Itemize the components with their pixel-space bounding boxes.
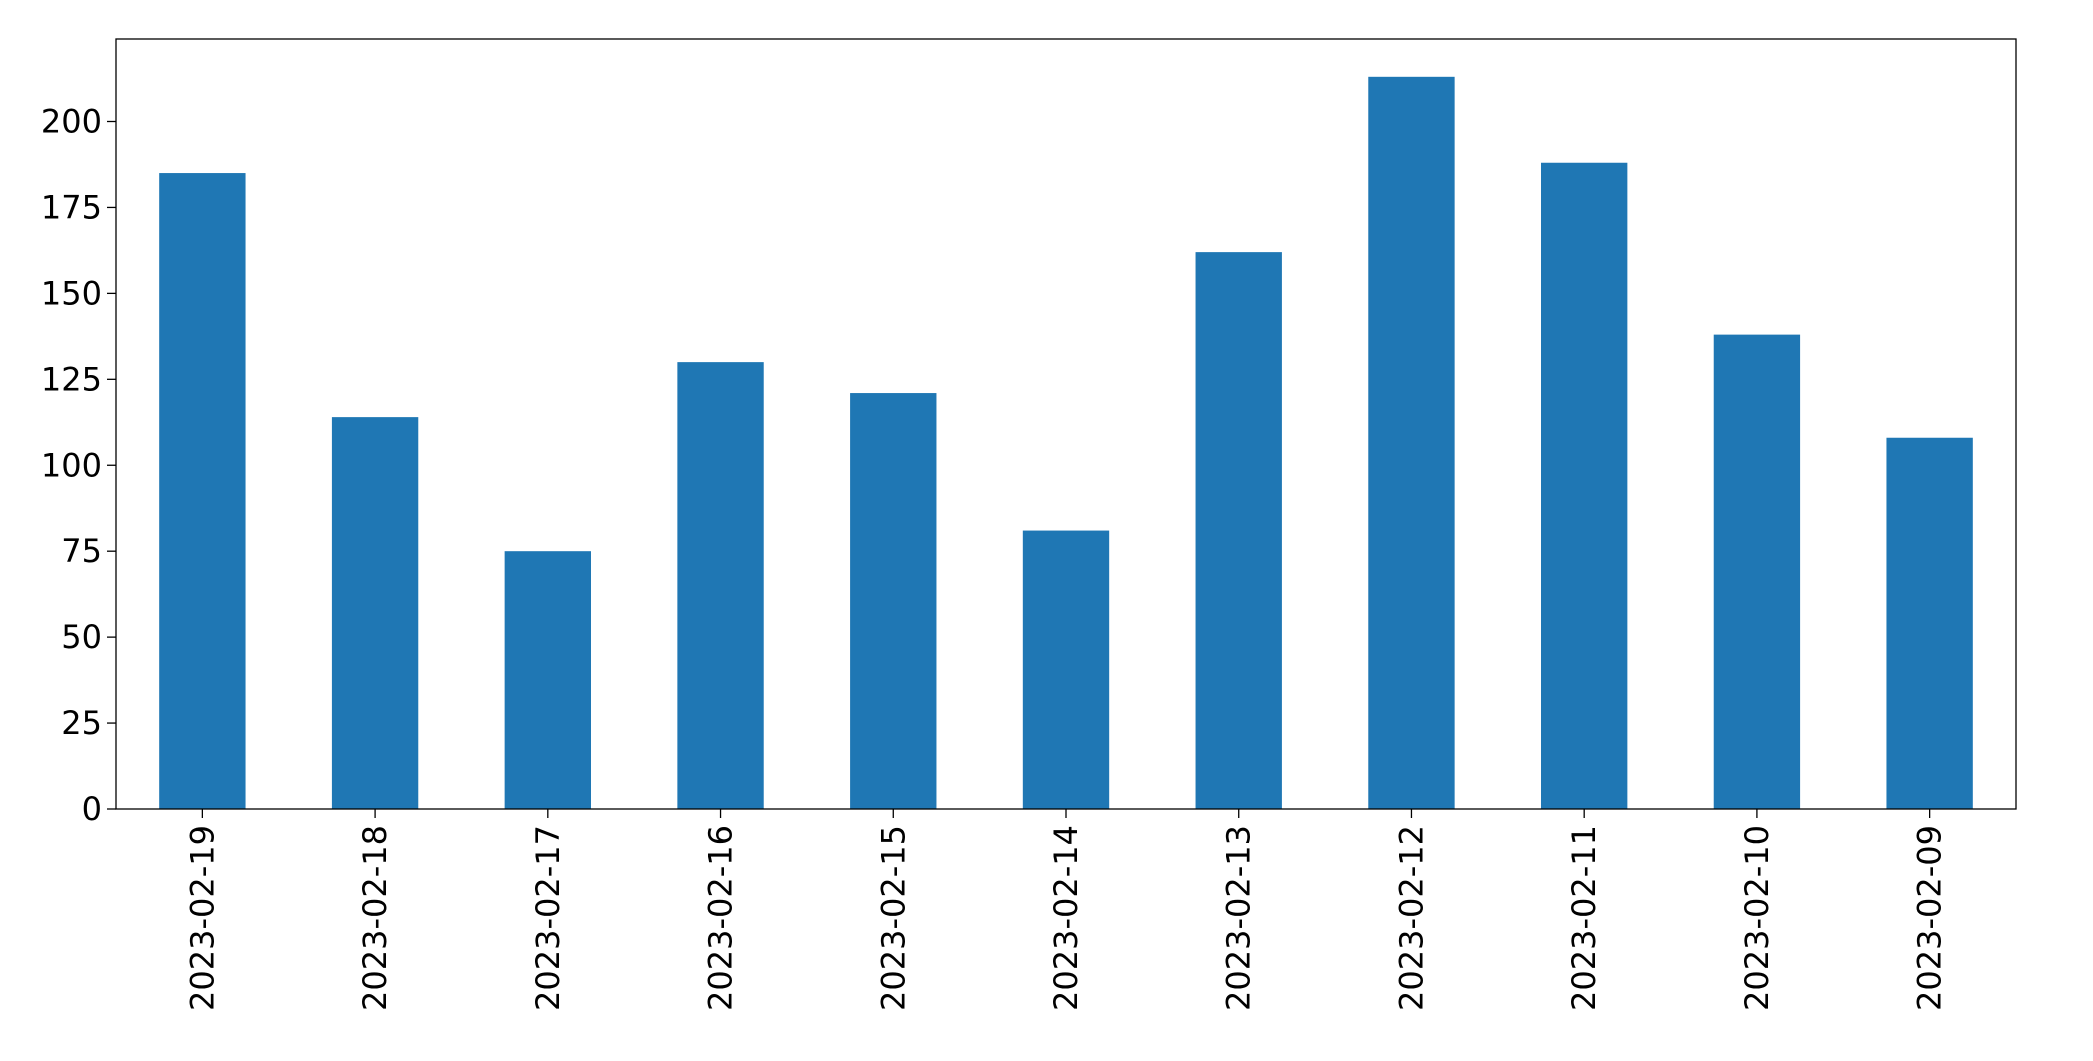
y-tick-label: 175	[41, 188, 102, 226]
plot-frame	[115, 38, 2017, 810]
x-tick-label: 2023-02-12	[1392, 825, 1430, 1011]
y-tick-label: 75	[61, 532, 102, 570]
y-tick-label: 0	[82, 790, 102, 828]
x-tick-label: 2023-02-16	[702, 825, 740, 1011]
bar	[677, 362, 764, 809]
bar	[850, 393, 937, 809]
bar	[1886, 437, 1973, 809]
y-tick-label: 200	[41, 103, 102, 141]
x-tick-label: 2023-02-15	[874, 825, 912, 1011]
bar	[1022, 530, 1110, 809]
bar	[1195, 252, 1282, 809]
x-tick-label: 2023-02-11	[1565, 825, 1603, 1011]
x-tick-label: 2023-02-10	[1738, 825, 1776, 1011]
x-tick-label: 2023-02-13	[1220, 825, 1258, 1011]
x-tick-label: 2023-02-17	[529, 825, 567, 1011]
bar	[1541, 162, 1628, 809]
bar	[504, 551, 591, 809]
x-tick-label: 2023-02-18	[356, 825, 394, 1011]
x-tick-label: 2023-02-14	[1047, 825, 1085, 1011]
bar	[331, 417, 419, 809]
x-tick-label: 2023-02-09	[1911, 825, 1949, 1011]
bar	[159, 173, 246, 809]
y-tick-label: 25	[61, 704, 102, 742]
y-tick-label: 50	[61, 618, 102, 656]
y-tick-label: 100	[41, 446, 102, 484]
bar	[1713, 334, 1801, 809]
y-tick-label: 150	[41, 274, 102, 312]
y-tick-label: 125	[41, 360, 102, 398]
bar	[1368, 76, 1455, 809]
x-tick-label: 2023-02-19	[183, 825, 221, 1011]
